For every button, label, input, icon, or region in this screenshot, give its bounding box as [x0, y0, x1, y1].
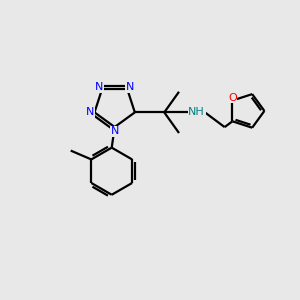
Text: O: O: [228, 93, 237, 103]
Text: N: N: [126, 82, 134, 92]
Text: NH: NH: [188, 107, 205, 117]
Text: N: N: [110, 126, 119, 136]
Text: N: N: [95, 82, 103, 92]
Text: N: N: [86, 107, 94, 117]
